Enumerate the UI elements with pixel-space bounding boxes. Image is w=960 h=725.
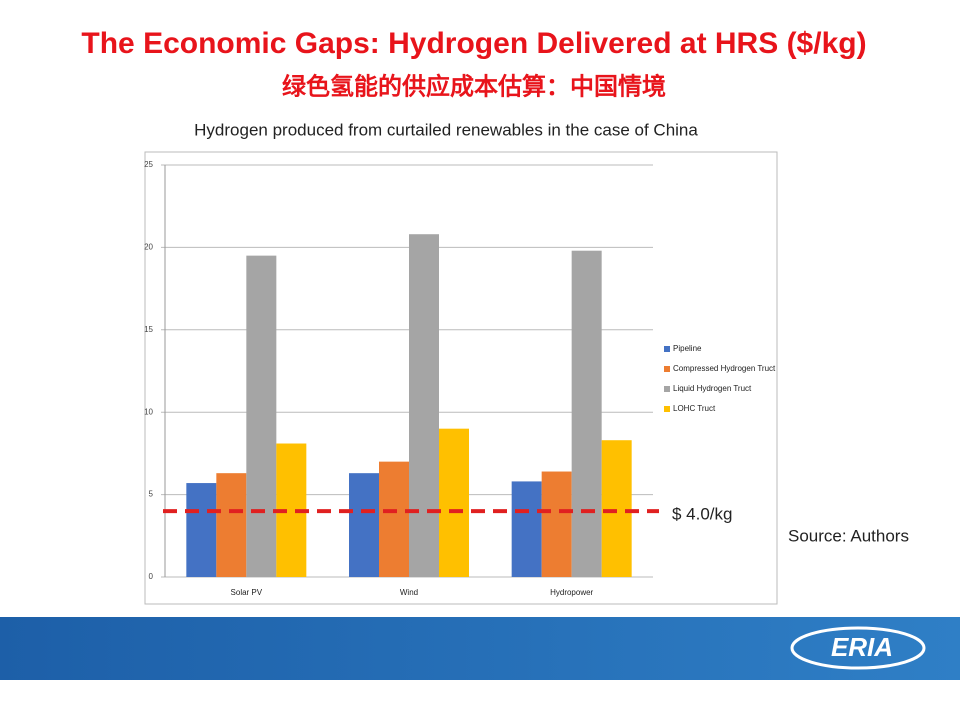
bar: [379, 461, 409, 577]
bar: [601, 440, 632, 577]
y-tick-label: 15: [144, 325, 153, 334]
legend-swatch: [664, 346, 670, 352]
y-tick-label: 25: [144, 160, 153, 169]
bar: [186, 483, 217, 577]
slide-title: The Economic Gaps: Hydrogen Delivered at…: [81, 27, 866, 60]
bar: [349, 473, 379, 577]
y-tick-label: 20: [144, 243, 153, 252]
logo: ERIA: [831, 632, 893, 662]
bar: [439, 428, 469, 577]
chart-title: Hydrogen produced from curtailed renewab…: [194, 120, 698, 139]
bar: [511, 481, 542, 577]
y-tick-label: 0: [149, 572, 154, 581]
source-note: Source: Authors: [788, 526, 909, 545]
legend-label: LOHC Truct: [673, 404, 716, 413]
x-tick-label: Wind: [400, 588, 418, 597]
legend-swatch: [664, 386, 670, 392]
reference-label: $ 4.0/kg: [672, 505, 733, 524]
legend-swatch: [664, 366, 670, 372]
legend-label: Pipeline: [673, 344, 702, 353]
x-tick-label: Hydropower: [550, 588, 593, 597]
logo-ring: [790, 626, 926, 670]
bar: [216, 473, 247, 577]
footer-band: [0, 617, 960, 680]
y-tick-label: 5: [149, 490, 154, 499]
bar: [571, 250, 602, 578]
legend-label: Liquid Hydrogen Truct: [673, 384, 752, 393]
y-tick-label: 10: [144, 407, 153, 416]
legend-label: Compressed Hydrogen Truct: [673, 364, 776, 373]
x-tick-label: Solar PV: [231, 588, 263, 597]
slide-subtitle: 绿色氢能的供应成本估算：中国情境: [282, 72, 666, 100]
bar: [246, 255, 277, 577]
legend-swatch: [664, 406, 670, 412]
bar: [541, 471, 572, 577]
bar: [409, 234, 439, 577]
